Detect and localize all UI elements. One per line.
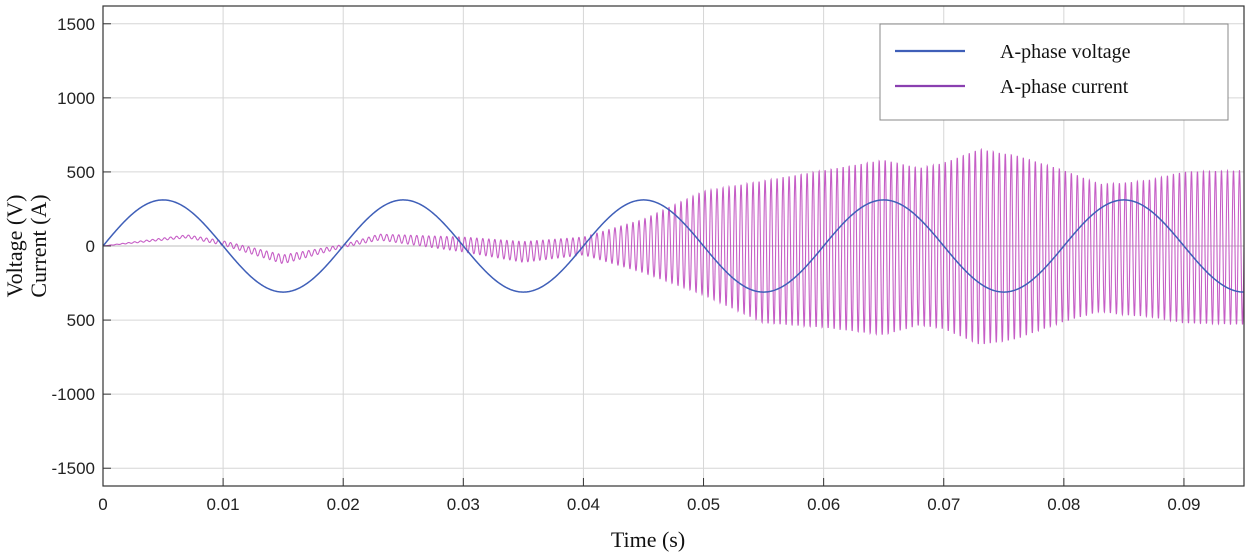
y-tick-label: 1000 xyxy=(57,89,95,108)
y-tick-label: -1500 xyxy=(52,459,95,478)
y-tick-label: 500 xyxy=(67,163,95,182)
x-axis-title: Time (s) xyxy=(611,527,685,552)
x-tick-label: 0 xyxy=(98,495,107,514)
y-axis-ticks: 1500 1000 500 0 500 -1000 -1500 xyxy=(52,15,111,478)
series-line-current xyxy=(102,147,1245,345)
x-tick-label: 0.01 xyxy=(207,495,240,514)
y-tick-label: 0 xyxy=(86,237,95,256)
y-axis-title-voltage: Voltage (V) xyxy=(2,195,27,298)
x-tick-label: 0.07 xyxy=(927,495,960,514)
x-tick-label: 0.04 xyxy=(567,495,600,514)
legend: A-phase voltage A-phase current xyxy=(879,23,1229,121)
legend-label-current: A-phase current xyxy=(1000,76,1129,98)
y-tick-label: 500 xyxy=(67,311,95,330)
y-tick-label: 1500 xyxy=(57,15,95,34)
x-tick-label: 0.06 xyxy=(807,495,840,514)
y-tick-label: -1000 xyxy=(52,385,95,404)
x-tick-label: 0.03 xyxy=(447,495,480,514)
x-tick-label: 0.08 xyxy=(1047,495,1080,514)
x-tick-label: 0.02 xyxy=(327,495,360,514)
x-tick-label: 0.09 xyxy=(1167,495,1200,514)
series-line-voltage xyxy=(102,199,1245,293)
legend-label-voltage: A-phase voltage xyxy=(1000,41,1131,63)
legend-box xyxy=(879,23,1229,121)
y-axis-title-current: Current (A) xyxy=(26,194,51,297)
x-axis-ticks: 0 0.01 0.02 0.03 0.04 0.05 0.06 0.07 0.08 0.09 xyxy=(98,478,1200,514)
x-tick-label: 0.05 xyxy=(687,495,720,514)
series-layer xyxy=(102,147,1245,345)
